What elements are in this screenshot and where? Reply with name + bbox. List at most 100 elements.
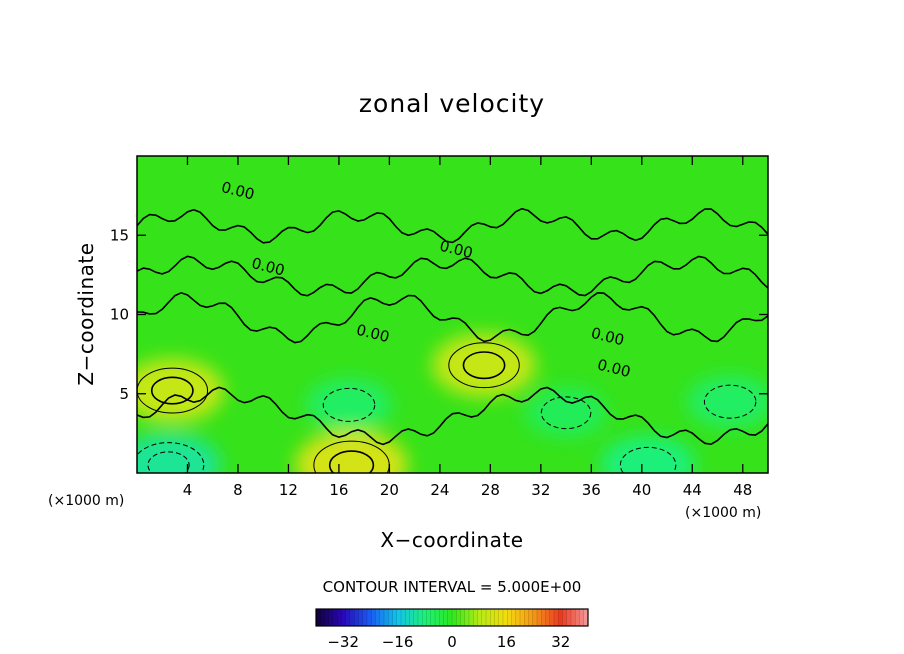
colorbar-cell [490, 609, 495, 626]
colorbar-cell [379, 609, 385, 626]
colorbar-cell [473, 609, 478, 626]
field-min-4 [137, 433, 221, 473]
y-unit-label: (×1000 m) [48, 493, 124, 509]
colorbar-cell [579, 609, 585, 626]
colorbar-cell [469, 609, 474, 626]
colorbar-cell [324, 609, 330, 626]
colorbar-cell [460, 609, 466, 626]
colorbar-cell [477, 609, 483, 626]
colorbar-cell [456, 609, 461, 626]
colorbar-cell [418, 609, 423, 626]
colorbar-cell [345, 609, 351, 626]
colorbar-tick-label: −32 [327, 633, 359, 651]
colorbar-cell [409, 609, 415, 626]
y-axis-label: Z−coordinate [74, 242, 98, 385]
colorbar-cell [401, 609, 406, 626]
colorbar-cell [541, 609, 546, 626]
x-tick-label: 16 [329, 481, 348, 499]
colorbar-cell [430, 609, 436, 626]
colorbar-cell [503, 609, 508, 626]
colorbar-cell [447, 609, 453, 626]
colorbar-cell [494, 609, 500, 626]
colorbar-cell [405, 609, 410, 626]
colorbar-tick-label: 0 [447, 633, 457, 651]
contour-line [322, 387, 376, 422]
colorbar: −32 −16 0 16 32 [315, 608, 589, 651]
contour-line-zero [137, 386, 768, 446]
contour-line-zero [137, 291, 768, 344]
colorbar-cell [362, 609, 368, 626]
field-min-6 [525, 387, 608, 438]
contour-line [150, 376, 194, 405]
contour-line [540, 396, 592, 430]
colorbar-cell [498, 609, 504, 626]
x-tick-label: 32 [531, 481, 550, 499]
colorbar-cell [520, 609, 525, 626]
x-unit-label: (×1000 m) [685, 505, 761, 521]
colorbar-frame [315, 608, 589, 627]
y-tick-label: 5 [119, 385, 129, 403]
colorbar-cell [337, 609, 342, 626]
colorbar-cell [558, 609, 563, 626]
colorbar-cell [367, 609, 372, 626]
colorbar-cell [464, 609, 470, 626]
colorbar-cell [396, 609, 402, 626]
colorbar-tick-label: 16 [497, 633, 516, 651]
contour-line [619, 446, 677, 473]
colorbar-cell [486, 609, 491, 626]
colorbar-cell [375, 609, 381, 626]
colorbar-cell [575, 609, 580, 626]
colorbar-cell [554, 609, 559, 626]
colorbar-cell [439, 609, 444, 626]
field-background [137, 156, 768, 473]
colorbar-cell [511, 609, 517, 626]
x-tick-label: 4 [183, 481, 193, 499]
colorbar-cell [422, 609, 427, 626]
colorbar-cell [328, 609, 334, 626]
contour-interval-label: CONTOUR INTERVAL = 5.000E+00 [323, 578, 582, 596]
colorbar-cell [532, 609, 538, 626]
x-tick-label: 48 [733, 481, 752, 499]
colorbar-cell [316, 609, 321, 626]
colorbar-cell [452, 609, 457, 626]
x-axis-label: X−coordinate [380, 528, 523, 552]
colorbar-cell [481, 609, 487, 626]
x-tick-label: 24 [430, 481, 449, 499]
contour-line [328, 450, 375, 473]
colorbar-cell [350, 609, 355, 626]
contour-line-zero [137, 207, 768, 244]
colorbar-cell [549, 609, 555, 626]
x-tick-label: 40 [632, 481, 651, 499]
contour-line [147, 451, 190, 473]
colorbar-cell [571, 609, 576, 626]
contour-line [703, 384, 757, 419]
colorbar-cell [528, 609, 534, 626]
colorbar-cell [562, 609, 568, 626]
y-tick-label: 10 [110, 306, 129, 324]
colorbar-cell [341, 609, 347, 626]
contour-line [462, 351, 506, 380]
plot-area: 0.000.000.000.00 0.000.00 4 8 12 16 20 24 28 32 3… [110, 155, 769, 499]
colorbar-cell [358, 609, 364, 626]
field-min-3 [305, 378, 393, 432]
colorbar-cell [583, 609, 589, 626]
colorbar-cell [545, 609, 551, 626]
colorbar-tick-label: −16 [382, 633, 414, 651]
colorbar-cell [443, 609, 449, 626]
field-max-1 [432, 333, 537, 398]
field-min-5 [600, 435, 696, 473]
y-tick-label: 15 [110, 226, 129, 244]
colorbar-cell [435, 609, 440, 626]
x-tick-label: 8 [233, 481, 243, 499]
colorbar-cell [507, 609, 512, 626]
colorbar-cell [426, 609, 432, 626]
x-tick-label: 28 [481, 481, 500, 499]
colorbar-cell [392, 609, 398, 626]
field-min-7 [686, 375, 768, 429]
x-tick-label: 12 [279, 481, 298, 499]
colorbar-tick-label: 32 [551, 633, 570, 651]
x-tick-label: 20 [380, 481, 399, 499]
colorbar-cell [354, 609, 359, 626]
colorbar-cell [566, 609, 572, 626]
